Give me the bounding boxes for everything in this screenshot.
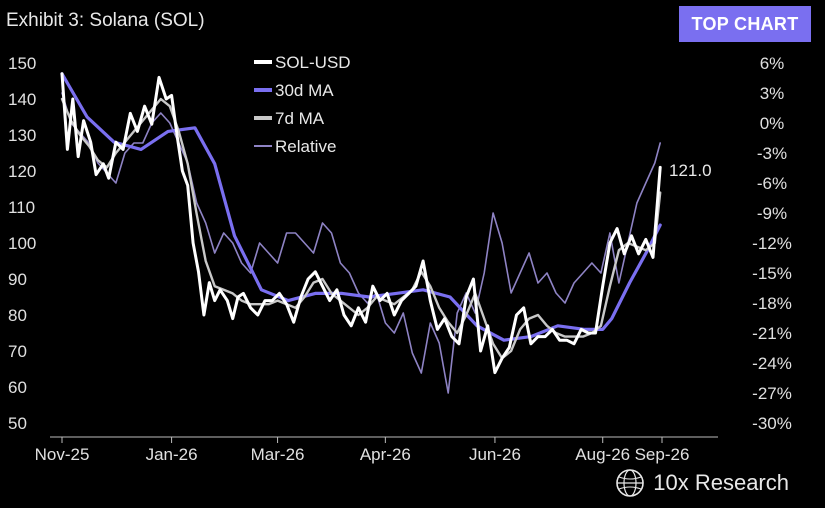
y-right-tick-label: -30%	[752, 414, 792, 433]
y-right-tick-label: 0%	[760, 114, 785, 133]
chart-title: Exhibit 3: Solana (SOL)	[6, 10, 205, 31]
y-left-tick-label: 120	[8, 162, 36, 181]
y-left-tick-label: 140	[8, 90, 36, 109]
y-right-tick-label: -18%	[752, 294, 792, 313]
y-right-tick-label: -9%	[757, 204, 787, 223]
x-tick-label: Sep-26	[635, 445, 690, 464]
y-right-tick-label: 6%	[760, 54, 785, 73]
x-tick-label: Jan-26	[146, 445, 198, 464]
y-axis-right: 6% 3% 0% -3% -6% -9% -12% -15% -18% -21% -24% -27% -…	[752, 54, 792, 433]
y-right-tick-label: -24%	[752, 354, 792, 373]
y-left-tick-label: 60	[8, 378, 27, 397]
series-30d-ma	[60, 72, 662, 342]
brand-logo: 10x Research	[615, 468, 789, 498]
series-relative	[61, 92, 662, 394]
legend-label: 7d MA	[275, 109, 325, 128]
y-right-tick-label: -15%	[752, 264, 792, 283]
x-tick-label: Jun-26	[469, 445, 521, 464]
y-right-tick-label: -27%	[752, 384, 792, 403]
y-right-tick-label: -3%	[757, 144, 787, 163]
y-right-tick-label: -21%	[752, 324, 792, 343]
y-left-tick-label: 50	[8, 414, 27, 433]
y-left-tick-label: 150	[8, 54, 36, 73]
legend-label: SOL-USD	[275, 53, 351, 72]
y-left-tick-label: 70	[8, 342, 27, 361]
globe-icon	[616, 469, 645, 497]
legend: SOL-USD 30d MA 7d MA Relative	[254, 53, 351, 156]
y-right-tick-label: 3%	[760, 84, 785, 103]
brand-name: 10x Research	[653, 470, 789, 495]
x-tick-label: Apr-26	[360, 445, 411, 464]
y-left-tick-label: 80	[8, 306, 27, 325]
y-right-tick-label: -6%	[757, 174, 787, 193]
y-left-tick-label: 110	[8, 198, 35, 217]
y-right-tick-label: -12%	[752, 234, 792, 253]
y-left-tick-label: 90	[8, 270, 27, 289]
x-tick-label: Mar-26	[251, 445, 305, 464]
legend-label: 30d MA	[275, 81, 334, 100]
y-left-tick-label: 130	[8, 126, 36, 145]
series-sol-usd	[60, 72, 662, 375]
x-axis: Nov-25 Jan-26 Mar-26 Apr-26 Jun-26 Aug-26 Sep-…	[35, 436, 718, 464]
legend-label: Relative	[275, 137, 336, 156]
x-tick-label: Nov-25	[35, 445, 90, 464]
y-left-tick-label: 100	[8, 234, 36, 253]
series-7d-ma	[60, 97, 662, 360]
top-chart-badge: TOP CHART	[679, 6, 811, 42]
series-layer	[60, 72, 662, 394]
last-value-label: 121.0	[669, 161, 712, 180]
x-tick-label: Aug-26	[575, 445, 630, 464]
annotations: 121.0	[669, 161, 712, 180]
y-axis-left: 50 60 70 80 90 100 110 120 130 140 150	[8, 54, 36, 433]
